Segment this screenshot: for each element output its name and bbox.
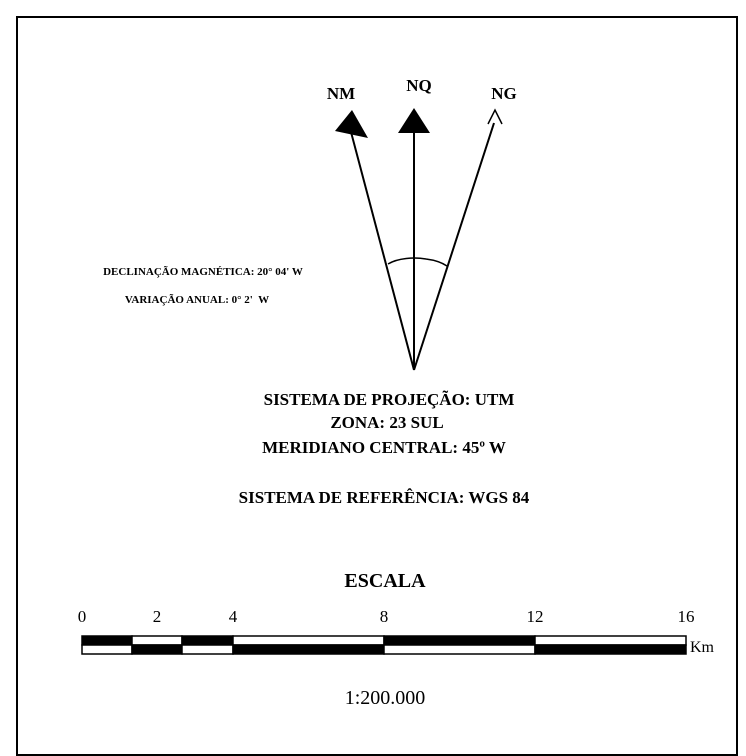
- scale-tick-label: 4: [229, 607, 238, 626]
- scale-seg: [81, 635, 133, 646]
- scale-seg: [81, 644, 133, 655]
- nq-label: NQ: [406, 76, 432, 95]
- scale-seg: [181, 635, 234, 646]
- scale-bar: [81, 635, 687, 655]
- scale-seg: [534, 644, 687, 655]
- annual-variation-text: VARIAÇÃO ANUAL: 0° 2' W: [125, 294, 269, 306]
- zone-text: ZONA: 23 SUL: [330, 413, 443, 432]
- scale-seg: [232, 635, 385, 646]
- scale-tick-label: 2: [153, 607, 162, 626]
- ng-line: [413, 122, 495, 371]
- scale-tick-label: 0: [78, 607, 87, 626]
- scale-tick-label: 16: [678, 607, 695, 626]
- scale-ratio: 1:200.000: [345, 687, 426, 709]
- central-meridian-text: MERIDIANO CENTRAL: 45º W: [262, 438, 506, 457]
- scale-seg: [131, 644, 183, 655]
- nm-arrowhead-icon: [335, 110, 368, 138]
- scale-seg: [383, 644, 536, 655]
- projection-system-text: SISTEMA DE PROJEÇÃO: UTM: [264, 390, 515, 409]
- ng-label: NG: [491, 84, 517, 103]
- ng-caret-icon: [487, 108, 503, 125]
- scale-unit: Km: [690, 639, 715, 656]
- reference-system-text: SISTEMA DE REFERÊNCIA: WGS 84: [239, 488, 530, 507]
- declination-arc: [387, 257, 448, 267]
- scale-seg: [232, 644, 385, 655]
- scale-seg: [534, 635, 687, 646]
- nq-arrowhead-icon: [398, 108, 430, 133]
- scale-tick-label: 12: [527, 607, 544, 626]
- scale-seg: [181, 644, 234, 655]
- magnetic-declination-text: DECLINAÇÃO MAGNÉTICA: 20° 04' W: [103, 266, 303, 278]
- scale-seg: [131, 635, 183, 646]
- nm-label: NM: [327, 84, 355, 103]
- scale-tick-label: 8: [380, 607, 389, 626]
- nm-line: [350, 131, 415, 371]
- scale-seg: [383, 635, 536, 646]
- scale-title: ESCALA: [344, 570, 426, 592]
